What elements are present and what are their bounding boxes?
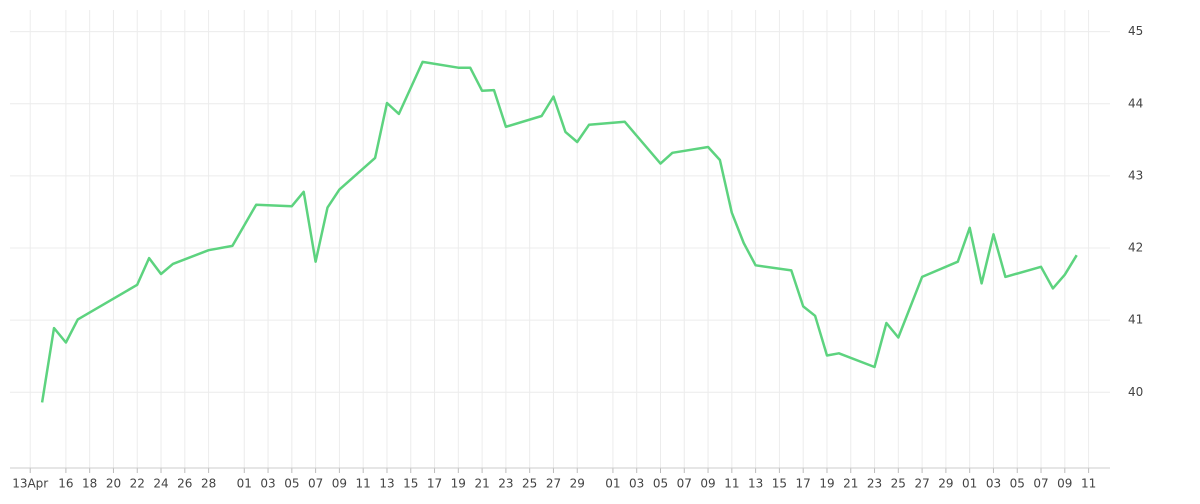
x-tick-label: 27 <box>914 477 929 491</box>
x-tick-label: 05 <box>284 477 299 491</box>
x-tick-label: 21 <box>843 477 858 491</box>
x-tick-label: 01 <box>237 477 252 491</box>
x-tick-label: 28 <box>201 477 216 491</box>
x-tick-label: 09 <box>1057 477 1072 491</box>
x-tick-label: 11 <box>724 477 739 491</box>
x-tick-label: 11 <box>356 477 371 491</box>
x-tick-label: 03 <box>986 477 1001 491</box>
x-tick-label: 05 <box>1010 477 1025 491</box>
x-tick-label: 03 <box>260 477 275 491</box>
x-tick-label: 24 <box>153 477 168 491</box>
price-line <box>40 60 1078 403</box>
y-tick-label: 41 <box>1128 313 1143 327</box>
x-tick-label: 15 <box>772 477 787 491</box>
x-tick-label: 07 <box>677 477 692 491</box>
x-tick-label: 29 <box>570 477 585 491</box>
y-tick-label: 45 <box>1128 24 1143 38</box>
x-tick-label: 13 <box>748 477 763 491</box>
x-tick-label: 01 <box>962 477 977 491</box>
x-tick-label: 11 <box>1081 477 1096 491</box>
x-tick-label: 03 <box>629 477 644 491</box>
x-tick-label: 29 <box>938 477 953 491</box>
x-tick-label: 18 <box>82 477 97 491</box>
y-tick-label: 44 <box>1128 96 1143 110</box>
x-tick-label: 20 <box>106 477 121 491</box>
x-tick-label: 17 <box>796 477 811 491</box>
x-tick-label: 09 <box>332 477 347 491</box>
x-tick-label: 21 <box>474 477 489 491</box>
x-tick-label: 27 <box>546 477 561 491</box>
y-tick-label: 43 <box>1128 168 1143 182</box>
x-tick-label: 25 <box>891 477 906 491</box>
x-tick-label: 16 <box>58 477 73 491</box>
x-tick-label: 25 <box>522 477 537 491</box>
x-tick-label: 09 <box>700 477 715 491</box>
x-tick-label: 15 <box>403 477 418 491</box>
x-tick-label: 01 <box>605 477 620 491</box>
x-tick-label: 19 <box>451 477 466 491</box>
y-tick-label: 40 <box>1128 385 1143 399</box>
x-tick-label: 07 <box>1033 477 1048 491</box>
x-tick-label: 07 <box>308 477 323 491</box>
x-tick-label: 26 <box>177 477 192 491</box>
x-tick-label: 23 <box>867 477 882 491</box>
x-tick-label: 13 <box>379 477 394 491</box>
x-tick-label: 23 <box>498 477 513 491</box>
x-tick-label: 13Apr <box>12 477 48 491</box>
x-tick-label: 22 <box>130 477 145 491</box>
x-tick-label: 17 <box>427 477 442 491</box>
y-tick-label: 42 <box>1128 241 1143 255</box>
x-tick-label: 19 <box>819 477 834 491</box>
x-tick-label: 05 <box>653 477 668 491</box>
